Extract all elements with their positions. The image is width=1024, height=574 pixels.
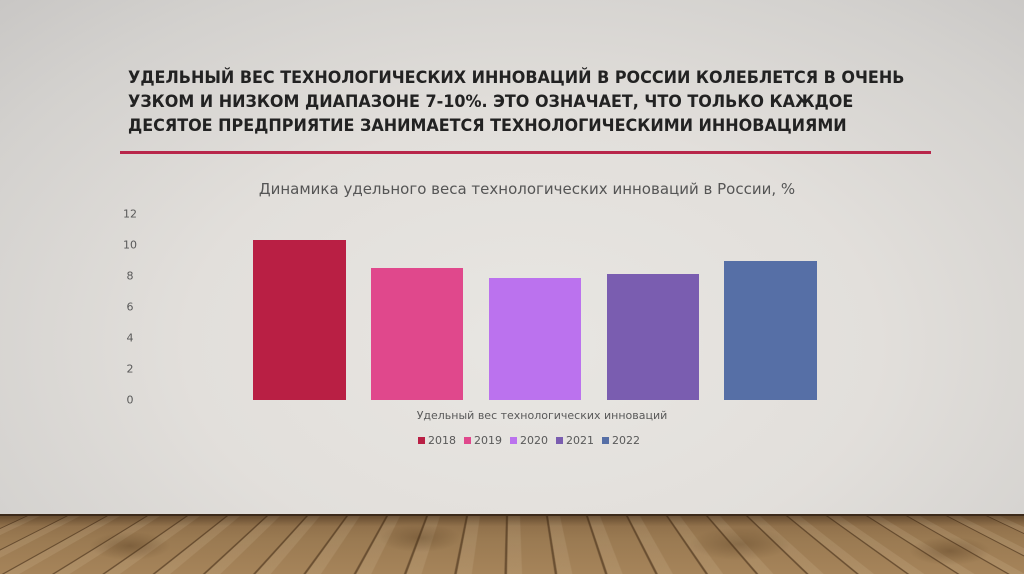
bar-2018 (253, 240, 346, 400)
legend-label: 2019 (474, 434, 502, 447)
y-tick: 10 (123, 238, 137, 252)
wooden-floor (0, 514, 1024, 574)
slide-title-line: УЗКОМ И НИЗКОМ ДИАПАЗОНЕ 7-10%. ЭТО ОЗНА… (128, 92, 854, 112)
legend-item-2022: 2022 (602, 434, 640, 447)
chart-title: Динамика удельного веса технологических … (0, 180, 1024, 198)
slide-title-line: УДЕЛЬНЫЙ ВЕС ТЕХНОЛОГИЧЕСКИХ ИННОВАЦИЙ В… (128, 68, 905, 88)
legend-item-2019: 2019 (464, 434, 502, 447)
legend-item-2021: 2021 (556, 434, 594, 447)
legend: 2018 2019 2020 2021 2022 (418, 434, 640, 447)
bar-2020 (489, 277, 581, 400)
y-tick: 2 (126, 362, 134, 376)
bar-2022 (724, 260, 817, 400)
bar-2019 (371, 268, 463, 400)
chart-title-text: Динамика удельного веса технологических … (258, 180, 796, 198)
legend-swatch (418, 437, 425, 444)
legend-swatch (556, 437, 563, 444)
y-tick: 0 (126, 393, 134, 407)
legend-item-2018: 2018 (418, 434, 456, 447)
legend-label: 2020 (520, 434, 548, 447)
legend-swatch (464, 437, 471, 444)
legend-label: 2021 (566, 434, 594, 447)
y-tick: 4 (126, 331, 134, 345)
bar-2021 (607, 274, 699, 400)
plot-area (230, 214, 842, 400)
legend-swatch (602, 437, 609, 444)
legend-item-2020: 2020 (510, 434, 548, 447)
legend-label: 2018 (428, 434, 456, 447)
title-divider (120, 151, 931, 154)
y-tick: 12 (123, 207, 137, 221)
x-axis-label: Удельный вес технологических инноваций (416, 409, 668, 422)
y-tick: 8 (126, 269, 134, 283)
legend-label: 2022 (612, 434, 640, 447)
y-axis: 12 10 8 6 4 2 0 (118, 200, 148, 410)
legend-swatch (510, 437, 517, 444)
y-tick: 6 (126, 300, 134, 314)
slide-title-line: ДЕСЯТОЕ ПРЕДПРИЯТИЕ ЗАНИМАЕТСЯ ТЕХНОЛОГИ… (128, 116, 847, 136)
slide-title: УДЕЛЬНЫЙ ВЕС ТЕХНОЛОГИЧЕСКИХ ИННОВАЦИЙ В… (128, 66, 905, 138)
